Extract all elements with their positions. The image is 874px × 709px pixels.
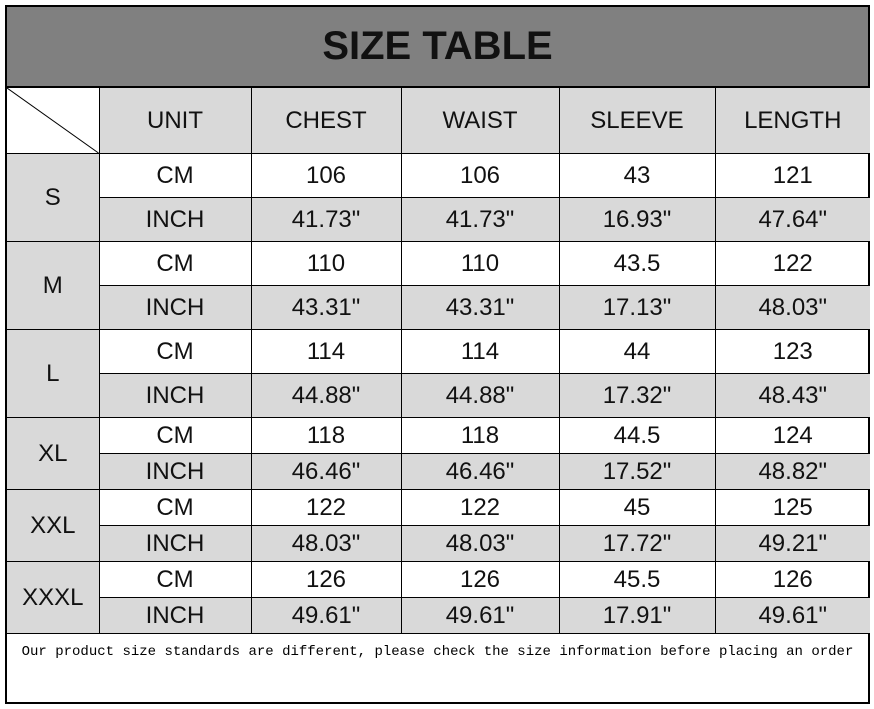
measurement-cell: 106 bbox=[250, 153, 402, 198]
measurement-cell: 17.52" bbox=[558, 453, 716, 490]
measurement-cell: 41.73" bbox=[250, 197, 402, 242]
measurement-cell: 106 bbox=[400, 153, 560, 198]
size-row-inch: INCH 48.03" 48.03" 17.72" 49.21" bbox=[7, 525, 870, 562]
unit-cell: CM bbox=[98, 329, 252, 374]
unit-cell: CM bbox=[98, 417, 252, 454]
unit-cell: CM bbox=[98, 561, 252, 598]
size-label: L bbox=[7, 329, 100, 418]
header-row: UNIT CHEST WAIST SLEEVE LENGTH bbox=[7, 87, 870, 154]
measurement-cell: 49.61" bbox=[400, 597, 560, 634]
measurement-cell: 49.61" bbox=[250, 597, 402, 634]
measurement-cell: 48.82" bbox=[714, 453, 870, 490]
header-unit: UNIT bbox=[98, 87, 252, 154]
size-row-inch: INCH 46.46" 46.46" 17.52" 48.82" bbox=[7, 453, 870, 490]
measurement-cell: 41.73" bbox=[400, 197, 560, 242]
size-label: M bbox=[7, 241, 100, 330]
size-row-cm: L CM 114 114 44 123 bbox=[7, 329, 870, 418]
size-label: XXL bbox=[7, 489, 100, 562]
measurement-cell: 124 bbox=[714, 417, 870, 454]
unit-cell: INCH bbox=[99, 373, 252, 418]
measurement-cell: 45 bbox=[558, 489, 716, 526]
measurement-cell: 48.03" bbox=[400, 525, 560, 562]
measurement-cell: 46.46" bbox=[400, 453, 560, 490]
measurement-cell: 17.91" bbox=[558, 597, 716, 634]
corner-cell bbox=[7, 87, 100, 154]
measurement-cell: 123 bbox=[714, 329, 870, 374]
measurement-cell: 17.32" bbox=[558, 373, 716, 418]
size-row-inch: INCH 49.61" 49.61" 17.91" 49.61" bbox=[7, 597, 870, 634]
unit-cell: INCH bbox=[99, 197, 252, 242]
header-chest: CHEST bbox=[250, 87, 402, 154]
unit-cell: INCH bbox=[99, 597, 252, 634]
size-row-cm: S CM 106 106 43 121 bbox=[7, 153, 870, 242]
measurement-cell: 43.5 bbox=[558, 241, 716, 286]
size-label: S bbox=[7, 153, 100, 242]
measurement-cell: 47.64" bbox=[714, 197, 870, 242]
measurement-cell: 126 bbox=[400, 561, 560, 598]
measurement-cell: 122 bbox=[714, 241, 870, 286]
measurement-cell: 49.61" bbox=[714, 597, 870, 634]
unit-cell: INCH bbox=[99, 525, 252, 562]
measurement-cell: 114 bbox=[250, 329, 402, 374]
measurement-cell: 45.5 bbox=[558, 561, 716, 598]
measurement-cell: 122 bbox=[400, 489, 560, 526]
measurement-cell: 126 bbox=[714, 561, 870, 598]
measurement-cell: 114 bbox=[400, 329, 560, 374]
measurement-cell: 118 bbox=[250, 417, 402, 454]
measurement-cell: 122 bbox=[250, 489, 402, 526]
measurement-cell: 44.88" bbox=[250, 373, 402, 418]
size-table: UNIT CHEST WAIST SLEEVE LENGTH S CM 106 106… bbox=[7, 87, 870, 634]
unit-cell: CM bbox=[98, 241, 252, 286]
measurement-cell: 43 bbox=[558, 153, 716, 198]
unit-cell: INCH bbox=[99, 453, 252, 490]
size-row-cm: XL CM 118 118 44.5 124 bbox=[7, 417, 870, 490]
measurement-cell: 49.21" bbox=[714, 525, 870, 562]
size-note: Our product size standards are different… bbox=[21, 644, 854, 660]
measurement-cell: 110 bbox=[250, 241, 402, 286]
measurement-cell: 43.31" bbox=[250, 285, 402, 330]
size-label: XL bbox=[7, 417, 100, 490]
size-row-inch: INCH 44.88" 44.88" 17.32" 48.43" bbox=[7, 373, 870, 418]
measurement-cell: 16.93" bbox=[558, 197, 716, 242]
measurement-cell: 46.46" bbox=[250, 453, 402, 490]
measurement-cell: 43.31" bbox=[400, 285, 560, 330]
size-row-cm: M CM 110 110 43.5 122 bbox=[7, 241, 870, 330]
size-row-inch: INCH 41.73" 41.73" 16.93" 47.64" bbox=[7, 197, 870, 242]
size-table-container: SIZE TABLE UNIT CHEST WAIST SLEEVE LENGT… bbox=[5, 5, 870, 704]
measurement-cell: 17.13" bbox=[558, 285, 716, 330]
measurement-cell: 48.43" bbox=[714, 373, 870, 418]
diagonal-line bbox=[7, 88, 99, 153]
size-label: XXXL bbox=[7, 561, 100, 634]
measurement-cell: 118 bbox=[400, 417, 560, 454]
measurement-cell: 48.03" bbox=[250, 525, 402, 562]
unit-cell: CM bbox=[98, 489, 252, 526]
measurement-cell: 44 bbox=[558, 329, 716, 374]
table-title: SIZE TABLE bbox=[7, 7, 868, 87]
measurement-cell: 17.72" bbox=[558, 525, 716, 562]
header-sleeve: SLEEVE bbox=[558, 87, 716, 154]
measurement-cell: 110 bbox=[400, 241, 560, 286]
measurement-cell: 126 bbox=[250, 561, 402, 598]
unit-cell: CM bbox=[98, 153, 252, 198]
header-length: LENGTH bbox=[714, 87, 870, 154]
measurement-cell: 121 bbox=[714, 153, 870, 198]
measurement-cell: 44.5 bbox=[558, 417, 716, 454]
size-row-cm: XXXL CM 126 126 45.5 126 bbox=[7, 561, 870, 634]
header-waist: WAIST bbox=[400, 87, 560, 154]
size-row-inch: INCH 43.31" 43.31" 17.13" 48.03" bbox=[7, 285, 870, 330]
measurement-cell: 48.03" bbox=[714, 285, 870, 330]
size-row-cm: XXL CM 122 122 45 125 bbox=[7, 489, 870, 562]
unit-cell: INCH bbox=[99, 285, 252, 330]
measurement-cell: 125 bbox=[714, 489, 870, 526]
measurement-cell: 44.88" bbox=[400, 373, 560, 418]
